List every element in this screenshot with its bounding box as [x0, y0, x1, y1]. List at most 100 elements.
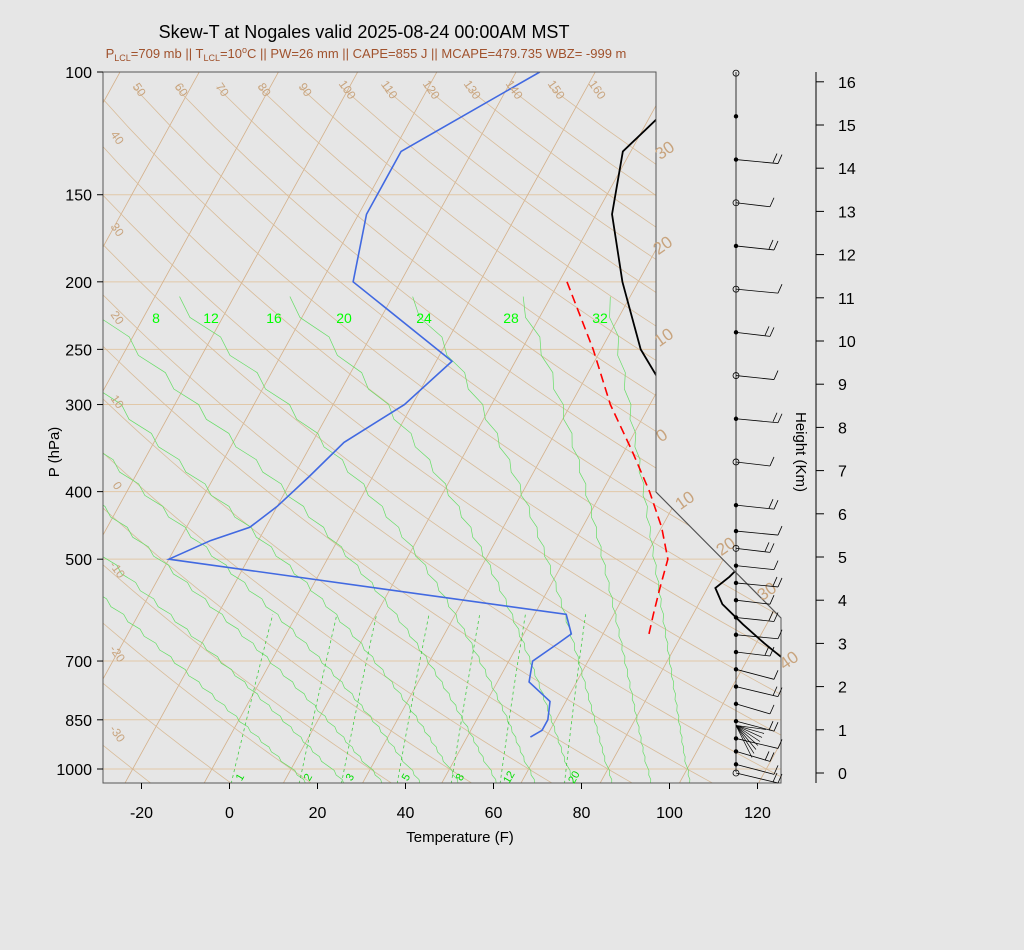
wind-barb	[735, 375, 775, 380]
moist-adiabat-line	[289, 296, 574, 783]
height-tick-label: 3	[838, 636, 847, 653]
wind-barb	[735, 582, 779, 588]
x-tick-label: 120	[744, 805, 771, 822]
temperature-trace	[611, 72, 781, 742]
wind-barb	[735, 772, 779, 784]
isotherm-line	[678, 72, 781, 783]
wind-barb-flag	[769, 646, 775, 657]
height-tick-label: 14	[838, 161, 856, 178]
wind-barb-flag	[777, 629, 783, 639]
wind-barb-flag	[777, 154, 783, 164]
mixing-ratio-label: 8	[152, 310, 160, 326]
wind-barb-flag	[773, 499, 779, 510]
isotherm-label: 50	[130, 80, 149, 99]
mixing-ratio-label: 12	[501, 769, 518, 786]
height-tick-label: 11	[838, 291, 855, 308]
wind-barb-flag	[772, 686, 778, 696]
sounding-traces	[166, 72, 781, 742]
wind-barb-flag	[772, 772, 778, 783]
isotherm-line	[0, 56, 49, 783]
wind-barb-flag	[777, 283, 783, 294]
mixing-ratio-label: 16	[266, 310, 282, 326]
wind-barb	[735, 725, 767, 730]
wind-barb	[735, 725, 757, 750]
dry-adiabat-line	[103, 86, 313, 783]
isotherm-line	[599, 72, 781, 783]
wind-barb-flag	[768, 239, 774, 250]
mixing-ratio-line	[230, 614, 274, 783]
wind-barb	[735, 725, 759, 746]
height-tick-label: 16	[838, 75, 856, 92]
height-tick-label: 1	[838, 723, 847, 740]
wind-barb	[735, 720, 775, 732]
dry-adiabat-line	[174, 86, 781, 783]
isotherm-line	[124, 72, 525, 783]
isotherm-label: -10	[107, 559, 129, 582]
wind-barb-flag	[773, 670, 779, 680]
wind-barb-flag	[777, 413, 783, 423]
dry-adiabat-line	[507, 86, 781, 783]
mixing-ratio-line	[298, 614, 338, 783]
dry-adiabat-line	[103, 86, 781, 783]
wind-barb-flag	[777, 687, 783, 697]
mixing-ratio-label: 3	[344, 772, 357, 783]
height-tick-label: 5	[838, 550, 847, 567]
wind-barb	[735, 202, 771, 208]
dewpoint-trace	[166, 72, 573, 738]
wind-barb	[735, 725, 763, 738]
p-tick-label: 700	[65, 654, 92, 671]
wind-barb-flag	[769, 704, 775, 715]
x-tick-label: 80	[573, 805, 591, 822]
mixing-ratio-label: 28	[503, 310, 519, 326]
moist-adiabat-line	[103, 296, 383, 783]
wind-barb-flag	[777, 773, 783, 784]
moist-adiabat-line	[103, 296, 421, 783]
dry-adiabat-line	[424, 86, 781, 783]
dry-adiabat-line	[465, 86, 781, 783]
y-axis-label: P (hPa)	[46, 427, 63, 478]
dry-adiabat-line	[103, 86, 715, 783]
wind-barb-flag	[773, 370, 779, 380]
chart-title: Skew-T at Nogales valid 2025-08-24 00:00…	[159, 22, 570, 42]
wind-barb	[735, 331, 771, 337]
height-tick-label: 0	[838, 766, 847, 783]
wind-barb-flag	[764, 751, 770, 761]
isotherm-label: 160	[586, 77, 609, 102]
wind-barb-flag	[769, 197, 775, 207]
isotherm-line	[282, 72, 684, 783]
wind-barb	[735, 651, 771, 657]
x-tick-label: 20	[309, 805, 327, 822]
wind-barb	[735, 461, 771, 467]
moist-adiabat-line	[179, 296, 535, 783]
mixing-ratio-label: 2	[302, 772, 315, 783]
dry-adiabat-line	[103, 86, 781, 783]
wind-barb-flag	[777, 525, 783, 536]
height-tick-label: 2	[838, 680, 847, 697]
dry-adiabat-line	[103, 86, 233, 783]
x-tick-label: 40	[397, 805, 415, 822]
wind-level-marker	[732, 769, 740, 777]
mixing-ratio-label: 32	[592, 310, 608, 326]
isotherm-label: 0	[110, 479, 125, 493]
wind-barb	[735, 504, 775, 510]
wind-barb-flag	[768, 498, 774, 509]
mixing-ratio-line	[450, 614, 481, 783]
wind-barb-flag	[772, 576, 778, 587]
isotherm-label: -30	[107, 723, 129, 746]
wind-barb-flag	[769, 595, 775, 605]
height-tick-label: 8	[838, 420, 847, 437]
dry-adiabat-line	[382, 86, 781, 783]
height-tick-label: 6	[838, 507, 847, 524]
mixing-ratio-line	[396, 614, 430, 783]
isotherm-label: 90	[296, 80, 315, 99]
wind-barb	[735, 763, 775, 775]
height-tick-label: 7	[838, 464, 847, 481]
wind-barb-flag	[773, 612, 779, 622]
x-tick-label: 0	[225, 805, 234, 822]
isotherm-label: 10	[108, 392, 127, 411]
p-tick-label: 250	[65, 342, 92, 359]
mixing-ratio-label: 20	[336, 310, 352, 326]
mixing-ratio-label: 12	[203, 310, 219, 326]
wind-barb-flag	[769, 456, 775, 467]
mixing-ratio-label: 8	[454, 772, 467, 783]
